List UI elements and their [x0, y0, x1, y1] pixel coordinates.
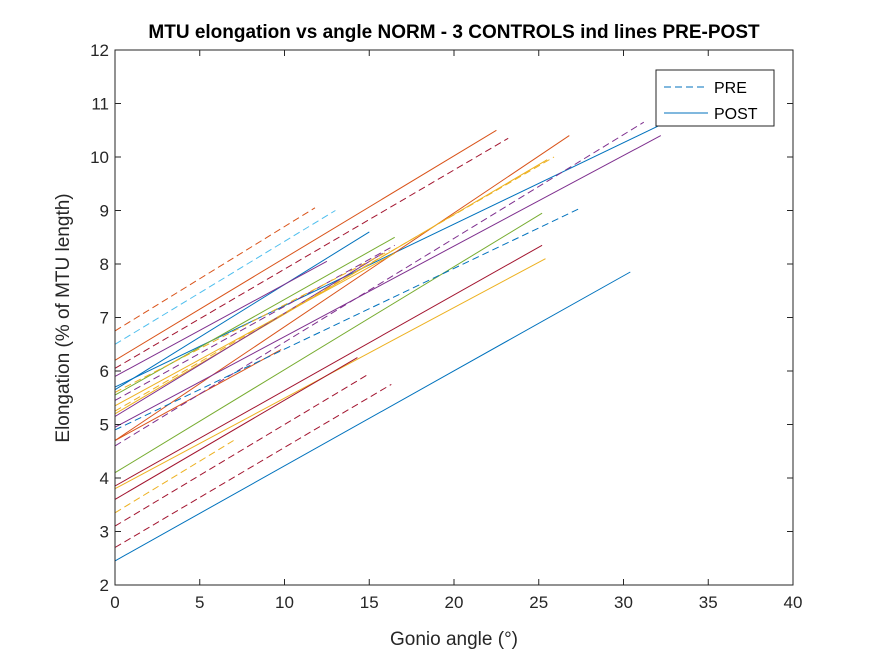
legend-box [655, 69, 775, 127]
y-axis-label: Elongation (% of MTU length) [53, 193, 74, 442]
y-tick-label: 9 [100, 202, 109, 221]
series-line-11 [114, 252, 384, 417]
x-tick-label: 20 [445, 593, 464, 612]
x-tick-label: 35 [699, 593, 718, 612]
series-line-6 [114, 349, 282, 441]
series-line-5 [114, 135, 570, 441]
legend: PRE POST [655, 69, 775, 127]
series-line-25 [114, 440, 234, 514]
y-tick-label: 2 [100, 576, 109, 595]
x-tick-label: 25 [529, 593, 548, 612]
x-tick-label: 10 [275, 593, 294, 612]
y-tick-label: 3 [100, 523, 109, 542]
x-tick-label: 5 [195, 593, 204, 612]
series-line-14 [114, 236, 395, 396]
series-line-21 [114, 207, 582, 431]
legend-label-pre: PRE [714, 80, 747, 97]
axes: 0 5 10 15 20 25 30 35 40 2 3 4 5 6 7 8 9 10 11 12 [90, 41, 802, 612]
series-line-19 [114, 137, 509, 369]
series-line-17 [114, 207, 316, 332]
y-tick-label: 5 [100, 416, 109, 435]
series-line-26 [114, 373, 370, 527]
series-line-12 [114, 260, 328, 377]
series-line-10 [114, 135, 662, 428]
y-tick-label: 6 [100, 362, 109, 381]
x-tick-label: 0 [110, 593, 119, 612]
y-tick-label: 11 [91, 95, 109, 114]
x-tick-label: 40 [784, 593, 803, 612]
series-layer [114, 113, 684, 562]
series-line-20 [114, 121, 645, 447]
y-tick-label: 8 [100, 255, 109, 274]
series-line-16 [114, 244, 543, 487]
x-tick-label: 30 [614, 593, 633, 612]
x-tick-label: 15 [360, 593, 379, 612]
y-tick-label: 10 [90, 148, 109, 167]
x-axis-label: Gonio angle (°) [390, 629, 518, 650]
series-line-23 [114, 244, 395, 401]
series-line-8 [114, 252, 395, 407]
series-line-13 [114, 212, 543, 474]
series-line-22 [114, 156, 555, 412]
axes-box [114, 49, 794, 586]
series-line-2 [114, 113, 684, 388]
series-line-4 [114, 129, 497, 361]
series-line-15 [114, 357, 358, 500]
chart-title: MTU elongation vs angle NORM - 3 CONTROL… [148, 22, 760, 43]
series-line-24 [114, 250, 390, 393]
series-line-18 [114, 210, 336, 345]
series-line-27 [114, 383, 392, 548]
y-tick-label: 7 [100, 309, 109, 328]
series-line-3 [114, 231, 370, 391]
y-tick-label: 4 [100, 469, 109, 488]
y-tick-label: 12 [90, 41, 109, 60]
series-line-1 [114, 271, 631, 562]
legend-label-post: POST [714, 106, 758, 123]
series-line-7 [114, 159, 548, 415]
